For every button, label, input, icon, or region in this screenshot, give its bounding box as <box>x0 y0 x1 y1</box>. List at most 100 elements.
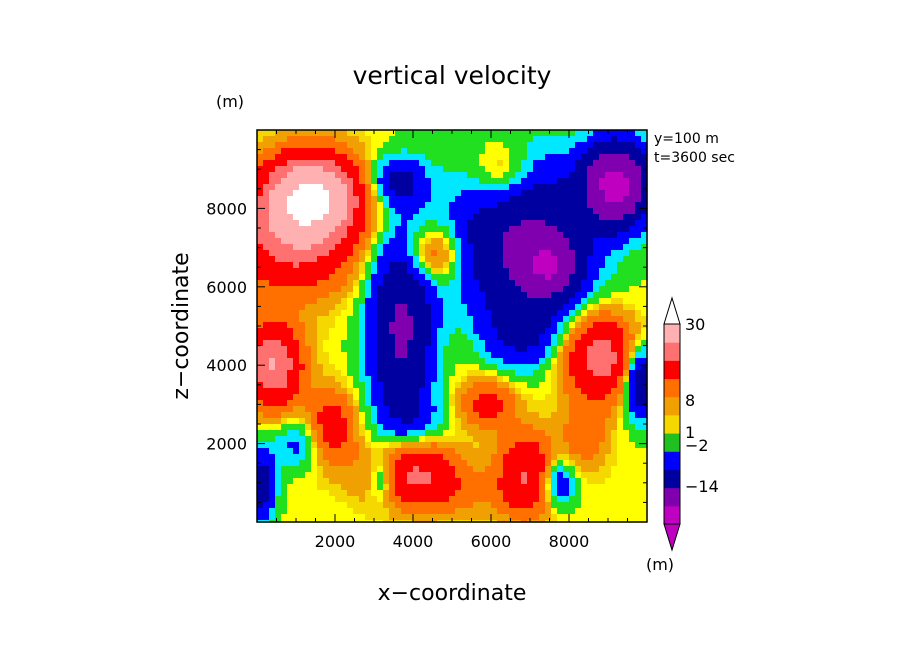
field-cell <box>461 142 468 149</box>
field-cell <box>623 208 630 215</box>
field-cell <box>263 178 270 185</box>
field-cell <box>581 160 588 167</box>
field-cell <box>257 196 264 203</box>
field-cell <box>299 454 306 461</box>
field-cell <box>599 418 606 425</box>
field-cell <box>329 436 336 443</box>
field-cell <box>443 370 450 377</box>
field-cell <box>287 490 294 497</box>
field-cell <box>299 412 306 419</box>
field-cell <box>467 238 474 245</box>
field-cell <box>341 358 348 365</box>
field-cell <box>545 448 552 455</box>
field-cell <box>269 208 276 215</box>
field-cell <box>503 256 510 263</box>
field-cell <box>407 394 414 401</box>
field-cell <box>383 166 390 173</box>
field-cell <box>563 322 570 329</box>
field-cell <box>545 484 552 491</box>
field-cell <box>311 490 318 497</box>
field-cell <box>437 340 444 347</box>
field-cell <box>371 460 378 467</box>
field-cell <box>491 280 498 287</box>
field-cell <box>275 472 282 479</box>
field-cell <box>449 490 456 497</box>
field-cell <box>281 250 288 257</box>
field-cell <box>395 286 402 293</box>
field-cell <box>347 190 354 197</box>
field-cell <box>617 460 624 467</box>
field-cell <box>623 214 630 221</box>
field-cell <box>449 316 456 323</box>
field-cell <box>389 154 396 161</box>
field-cell <box>563 196 570 203</box>
field-cell <box>635 142 642 149</box>
field-cell <box>563 436 570 443</box>
field-cell <box>527 508 534 515</box>
field-cell <box>443 448 450 455</box>
field-cell <box>311 436 318 443</box>
field-cell <box>443 226 450 233</box>
field-cell <box>269 148 276 155</box>
field-cell <box>503 220 510 227</box>
field-cell <box>623 304 630 311</box>
field-cell <box>347 268 354 275</box>
field-cell <box>443 304 450 311</box>
field-cell <box>479 298 486 305</box>
field-cell <box>323 172 330 179</box>
field-cell <box>269 184 276 191</box>
field-cell <box>383 292 390 299</box>
field-cell <box>515 250 522 257</box>
field-cell <box>551 514 558 521</box>
field-cell <box>629 184 636 191</box>
field-cell <box>347 160 354 167</box>
field-cell <box>443 406 450 413</box>
field-cell <box>593 280 600 287</box>
field-cell <box>407 358 414 365</box>
field-cell <box>437 460 444 467</box>
field-cell <box>287 328 294 335</box>
field-cell <box>449 226 456 233</box>
field-cell <box>407 232 414 239</box>
field-cell <box>449 472 456 479</box>
field-cell <box>575 448 582 455</box>
field-cell <box>287 160 294 167</box>
field-cell <box>509 352 516 359</box>
field-cell <box>431 436 438 443</box>
field-cell <box>335 130 342 137</box>
field-cell <box>275 322 282 329</box>
field-cell <box>371 412 378 419</box>
field-cell <box>587 208 594 215</box>
field-cell <box>467 214 474 221</box>
field-cell <box>611 298 618 305</box>
field-cell <box>257 394 264 401</box>
field-cell <box>347 238 354 245</box>
field-cell <box>455 400 462 407</box>
field-cell <box>371 370 378 377</box>
field-cell <box>635 250 642 257</box>
field-cell <box>497 238 504 245</box>
field-cell <box>521 244 528 251</box>
field-cell <box>491 190 498 197</box>
field-cell <box>281 370 288 377</box>
field-cell <box>539 298 546 305</box>
field-cell <box>635 304 642 311</box>
field-cell <box>257 484 264 491</box>
field-cell <box>575 358 582 365</box>
field-cell <box>461 232 468 239</box>
x-tick-label: 8000 <box>549 532 590 551</box>
field-cell <box>539 376 546 383</box>
field-cell <box>257 322 264 329</box>
field-cell <box>449 340 456 347</box>
field-cell <box>449 424 456 431</box>
field-cell <box>599 448 606 455</box>
field-cell <box>449 460 456 467</box>
field-cell <box>521 220 528 227</box>
field-cell <box>527 502 534 509</box>
field-cell <box>551 244 558 251</box>
field-cell <box>263 280 270 287</box>
field-cell <box>329 172 336 179</box>
field-cell <box>635 472 642 479</box>
field-cell <box>641 502 648 509</box>
field-cell <box>497 256 504 263</box>
